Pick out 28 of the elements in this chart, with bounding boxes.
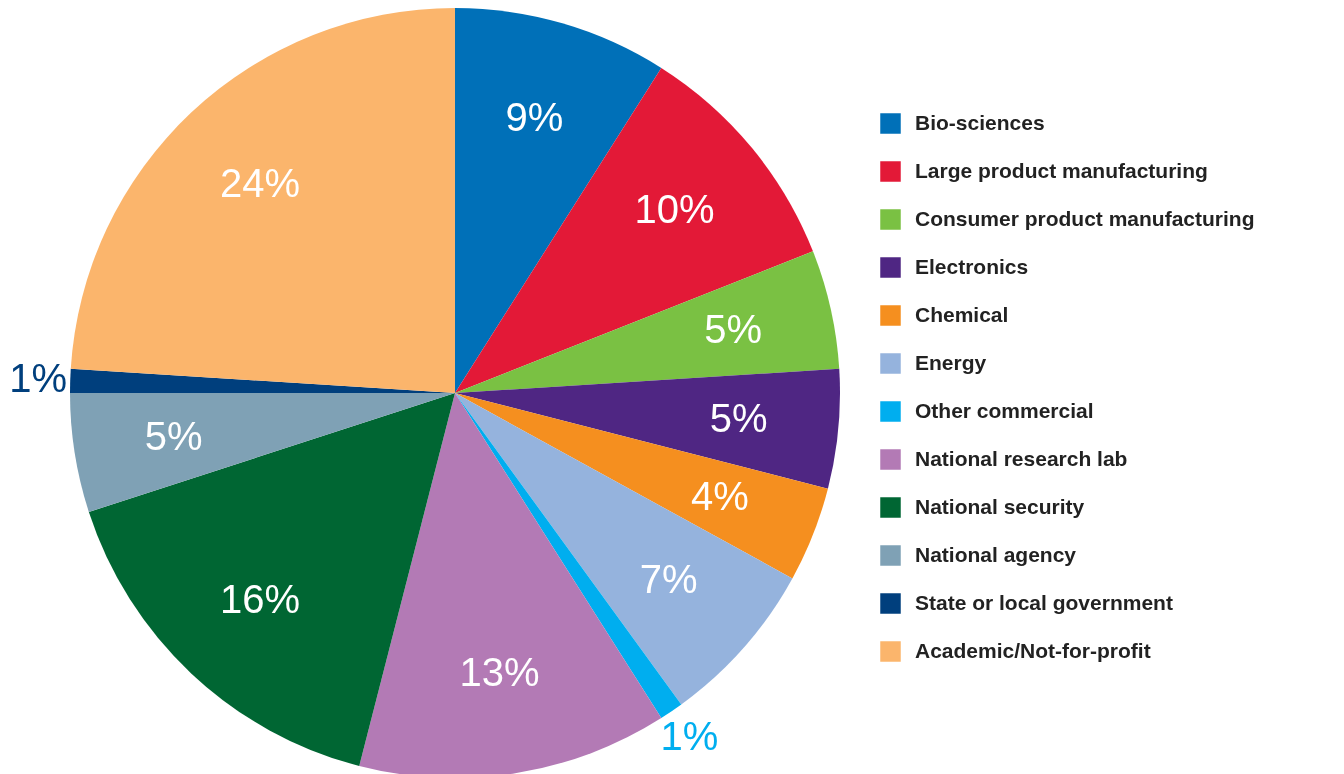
legend-label: State or local government xyxy=(915,590,1173,614)
data-label: 1% xyxy=(660,713,719,758)
data-label: 5% xyxy=(704,306,762,351)
legend-label: Other commercial xyxy=(915,398,1094,422)
legend-label: Bio-sciences xyxy=(915,110,1045,134)
data-label: 1% xyxy=(9,355,68,400)
data-label: 10% xyxy=(634,187,715,232)
legend-label: Energy xyxy=(915,350,987,374)
legend-label: Consumer product manufacturing xyxy=(915,206,1255,230)
legend-label: Chemical xyxy=(915,302,1009,326)
data-label: 4% xyxy=(690,473,749,518)
data-label: 7% xyxy=(639,557,698,602)
data-label: 5% xyxy=(144,413,203,458)
pie-slice xyxy=(455,251,840,393)
legend-label: National security xyxy=(915,494,1085,518)
legend-label: National research lab xyxy=(915,446,1128,470)
legend-label: Electronics xyxy=(915,254,1029,278)
data-label: 9% xyxy=(505,95,564,140)
data-label: 24% xyxy=(219,161,300,206)
pie-slice xyxy=(455,393,793,705)
legend-label: Academic/Not-for-profit xyxy=(915,638,1151,662)
data-label: 13% xyxy=(459,650,540,695)
pie-slice xyxy=(70,8,455,393)
legend-label: Large product manufacturing xyxy=(915,158,1208,182)
data-label: 16% xyxy=(219,576,300,621)
legend-label: National agency xyxy=(915,542,1077,566)
pie-slice xyxy=(455,67,813,393)
data-label: 5% xyxy=(709,395,768,440)
